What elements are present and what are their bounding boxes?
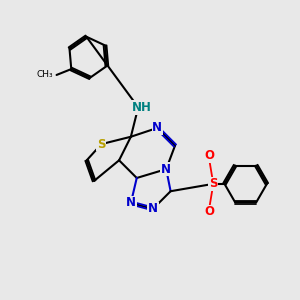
Text: N: N bbox=[152, 122, 162, 134]
Text: N: N bbox=[126, 196, 136, 209]
Text: O: O bbox=[204, 149, 214, 162]
Text: S: S bbox=[209, 177, 218, 190]
Text: N: N bbox=[148, 202, 158, 215]
Text: NH: NH bbox=[132, 101, 152, 114]
Text: CH₃: CH₃ bbox=[36, 70, 53, 80]
Text: S: S bbox=[97, 138, 106, 151]
Text: O: O bbox=[204, 205, 214, 218]
Text: N: N bbox=[161, 163, 171, 176]
